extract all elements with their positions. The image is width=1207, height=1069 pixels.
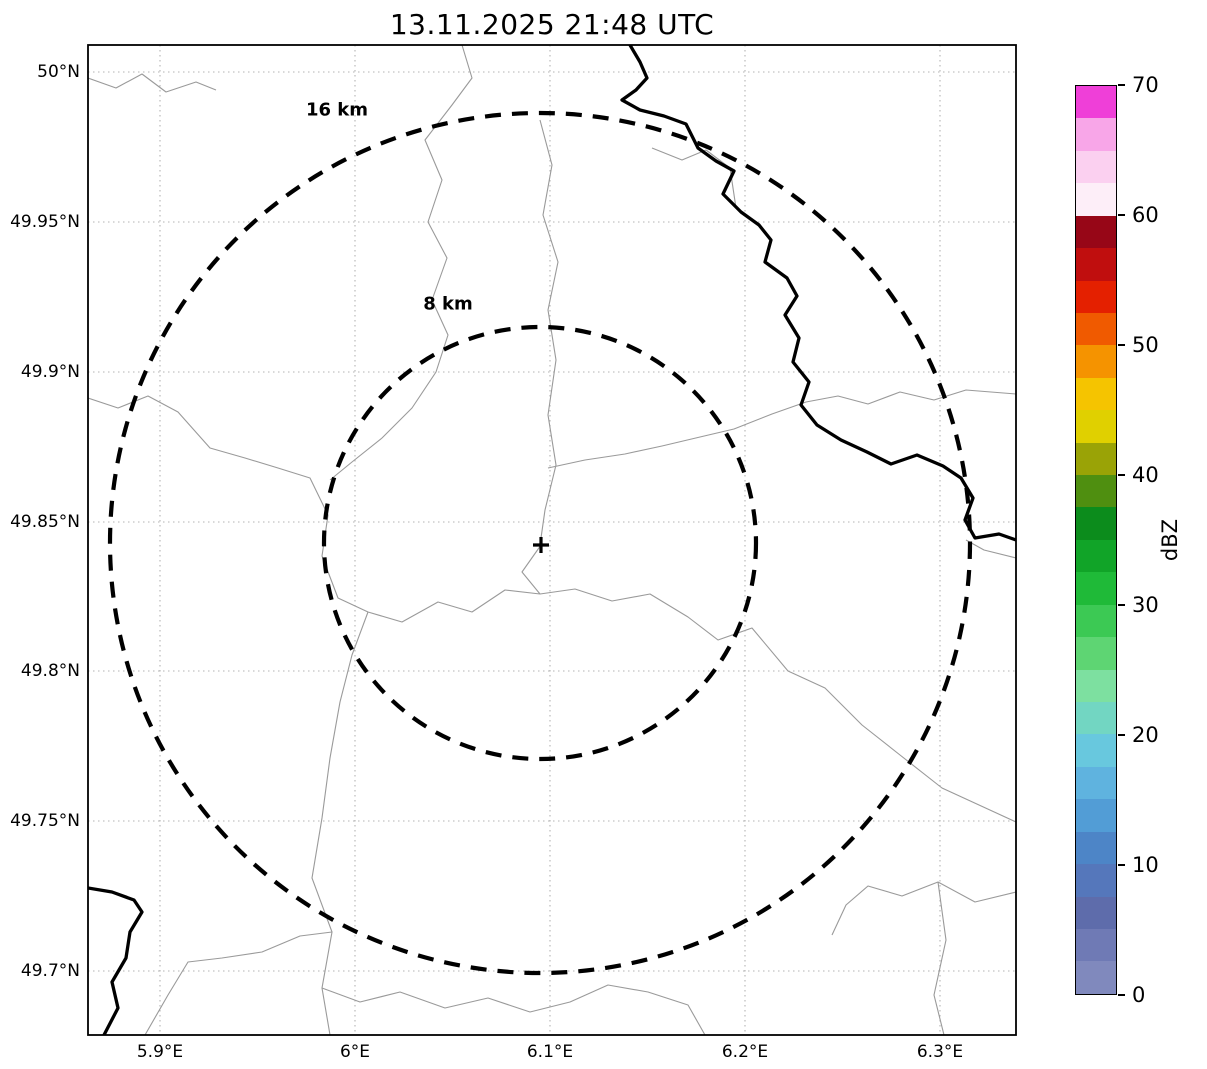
colorbar-tick <box>1118 474 1125 476</box>
colorbar-segment <box>1076 799 1116 832</box>
lon-tick-label: 6.1°E <box>526 1042 574 1062</box>
colorbar-segment <box>1076 442 1116 476</box>
range-ring-8km <box>321 324 759 762</box>
colorbar-tick-label: 30 <box>1132 593 1159 617</box>
colorbar-tick <box>1118 994 1125 996</box>
lon-tick-label: 5.9°E <box>136 1042 184 1062</box>
colorbar-segment <box>1076 637 1116 670</box>
colorbar-segment <box>1076 215 1116 249</box>
colorbar-segment <box>1076 118 1116 151</box>
country-border-river-line <box>88 45 1016 1035</box>
colorbar-tick-label: 20 <box>1132 723 1159 747</box>
colorbar-segment <box>1076 150 1116 184</box>
lat-tick-label: 49.7°N <box>20 961 80 981</box>
lat-tick-label: 49.8°N <box>20 661 80 681</box>
map-frame <box>87 44 1017 1036</box>
graticule-gridlines <box>88 45 1016 1035</box>
colorbar-segment <box>1076 864 1116 897</box>
colorbar-segment <box>1076 507 1116 540</box>
colorbar-tick <box>1118 604 1125 606</box>
colorbar-tick <box>1118 344 1125 346</box>
colorbar-tick <box>1118 84 1125 86</box>
colorbar-segment <box>1076 766 1116 800</box>
colorbar-segment <box>1076 345 1116 378</box>
lon-tick-label: 6°E <box>339 1042 371 1062</box>
lon-tick-label: 6.3°E <box>916 1042 964 1062</box>
colorbar-segment <box>1076 604 1116 638</box>
colorbar-tick-label: 70 <box>1132 73 1159 97</box>
radar-center-marker <box>533 537 549 553</box>
colorbar-segment <box>1076 831 1116 865</box>
colorbar-axis-label: dBZ <box>1158 518 1182 562</box>
colorbar-tick <box>1118 864 1125 866</box>
lat-tick-label: 50°N <box>37 62 80 82</box>
colorbar-segment <box>1076 572 1116 605</box>
colorbar-segment <box>1076 928 1116 962</box>
colorbar-tick-label: 0 <box>1132 983 1146 1007</box>
colorbar-segment <box>1076 377 1116 411</box>
colorbar-segment <box>1076 312 1116 346</box>
lat-tick-label: 49.95°N <box>10 212 80 232</box>
lat-tick-label: 49.85°N <box>10 512 80 532</box>
colorbar-segment <box>1076 410 1116 443</box>
colorbar-segment <box>1076 183 1116 216</box>
colorbar-segment <box>1076 896 1116 929</box>
lat-tick-label: 49.9°N <box>20 362 80 382</box>
colorbar-tick-label: 40 <box>1132 463 1159 487</box>
colorbar-segment <box>1076 475 1116 508</box>
colorbar-segment <box>1076 248 1116 281</box>
colorbar-tick <box>1118 734 1125 736</box>
colorbar-tick-label: 50 <box>1132 333 1159 357</box>
colorbar-swatches <box>1075 85 1117 995</box>
colorbar-segment <box>1076 539 1116 573</box>
colorbar-segment <box>1076 734 1116 767</box>
admin-boundary-lines <box>88 45 1016 1035</box>
colorbar-tick-label: 60 <box>1132 203 1159 227</box>
lat-tick-label: 49.75°N <box>10 811 80 831</box>
colorbar-segment <box>1076 280 1116 313</box>
lon-tick-label: 6.2°E <box>721 1042 769 1062</box>
plot-title: 13.11.2025 21:48 UTC <box>389 8 715 41</box>
colorbar-segment <box>1076 961 1116 994</box>
range-ring-16km <box>107 110 973 976</box>
colorbar-segment <box>1076 702 1116 735</box>
range-ring-16km-label: 16 km <box>305 99 369 121</box>
colorbar-tick <box>1118 214 1125 216</box>
colorbar-tick-label: 10 <box>1132 853 1159 877</box>
colorbar-segment <box>1076 86 1116 119</box>
colorbar-segment <box>1076 669 1116 703</box>
range-ring-8km-label: 8 km <box>423 293 473 315</box>
